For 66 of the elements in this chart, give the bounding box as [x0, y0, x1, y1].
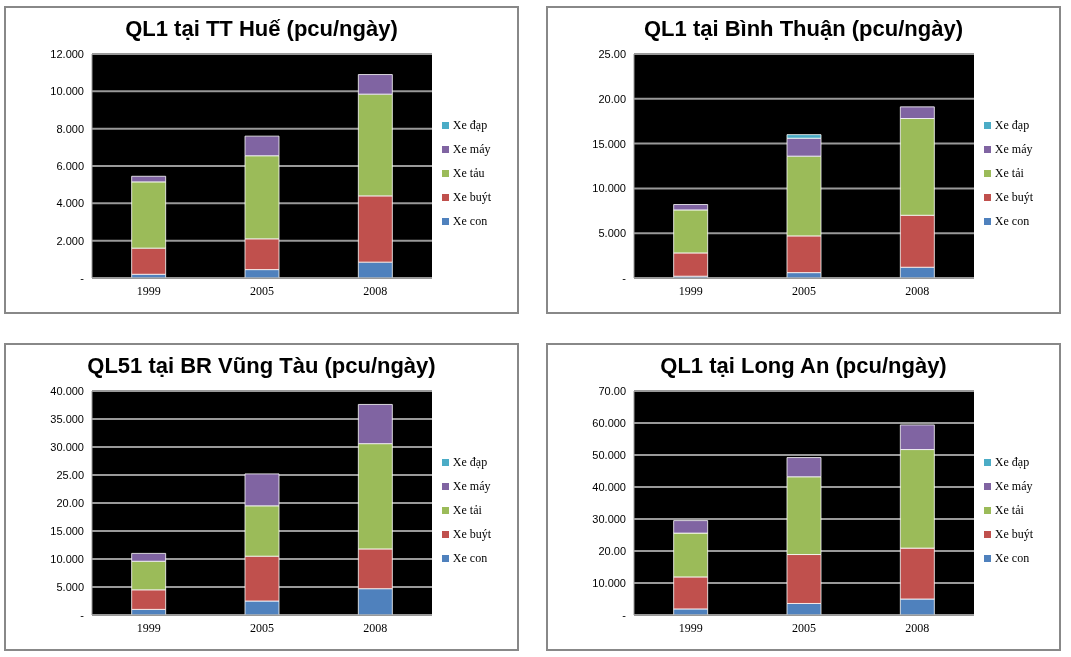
legend-label: Xe tảu [452, 165, 485, 181]
y-tick-label: 30.000 [50, 440, 84, 453]
x-tick-label: 1999 [678, 283, 703, 298]
x-tick-label: 2008 [363, 620, 388, 635]
y-tick-label: - [622, 271, 627, 284]
x-tick-label: 2005 [791, 620, 816, 635]
legend-label: Xe buýt [452, 526, 492, 542]
y-tick-label: 40.000 [50, 384, 84, 397]
y-tick-label: 50.000 [592, 448, 626, 461]
y-tick-label: 60.000 [592, 416, 626, 429]
y-tick-label: 20.00 [56, 496, 84, 509]
x-tick-label: 2008 [363, 283, 388, 298]
x-tick-label: 1999 [678, 620, 703, 635]
legend-label: Xe buýt [994, 189, 1034, 205]
x-tick-label: 1999 [136, 620, 161, 635]
legend-label: Xe máy [452, 141, 491, 157]
x-tick-label: 1999 [136, 283, 161, 298]
y-tick-label: 10.000 [592, 576, 626, 589]
y-tick-label: 15.000 [592, 137, 626, 150]
y-tick-label: 20.00 [598, 92, 626, 105]
x-tick-label: 2005 [791, 283, 816, 298]
legend-label: Xe đạp [994, 454, 1030, 470]
x-tick-label: 2005 [249, 283, 274, 298]
y-tick-label: - [622, 608, 627, 621]
legend-label: Xe tải [994, 502, 1024, 518]
legend-label: Xe buýt [994, 526, 1034, 542]
legend-label: Xe máy [994, 141, 1033, 157]
y-tick-label: 10.000 [50, 85, 84, 98]
x-tick-label: 2008 [905, 620, 930, 635]
legend-label: Xe con [452, 213, 488, 229]
y-tick-label: 10.000 [50, 552, 84, 565]
legend-label: Xe con [994, 550, 1030, 566]
legend-label: Xe đạp [452, 454, 488, 470]
x-tick-label: 2008 [905, 283, 930, 298]
y-tick-label: 25.00 [598, 47, 626, 60]
legend-label: Xe buýt [452, 189, 492, 205]
legend-label: Xe đạp [452, 117, 488, 133]
x-tick-label: 2005 [249, 620, 274, 635]
y-tick-label: 15.000 [50, 524, 84, 537]
y-tick-label: 5.000 [56, 580, 84, 593]
y-tick-label: 8.000 [56, 122, 84, 135]
y-tick-label: 10.000 [592, 182, 626, 195]
y-tick-label: 5.000 [598, 227, 626, 240]
y-tick-label: 12.000 [50, 47, 84, 60]
y-tick-label: 30.000 [592, 512, 626, 525]
legend-label: Xe tải [452, 502, 482, 518]
y-tick-label: 40.000 [592, 480, 626, 493]
y-tick-label: 2.000 [56, 234, 84, 247]
legend-label: Xe máy [994, 478, 1033, 494]
chart-title: QL1 tại Bình Thuận (pcu/ngày) [644, 16, 963, 42]
chart-title: QL51 tại BR Vũng Tàu (pcu/ngày) [87, 353, 436, 379]
y-tick-label: 4.000 [56, 197, 84, 210]
legend-label: Xe máy [452, 478, 491, 494]
y-tick-label: 70.00 [598, 384, 626, 397]
chart-title: QL1 tại TT Huế (pcu/ngày) [125, 16, 398, 42]
legend-label: Xe đạp [994, 117, 1030, 133]
legend-label: Xe tải [994, 165, 1024, 181]
legend-label: Xe con [994, 213, 1030, 229]
y-tick-label: - [80, 608, 85, 621]
legend-label: Xe con [452, 550, 488, 566]
y-tick-label: 25.00 [56, 468, 84, 481]
y-tick-label: 20.00 [598, 544, 626, 557]
y-tick-label: - [80, 271, 85, 284]
chart-title: QL1 tại Long An (pcu/ngày) [660, 353, 947, 379]
y-tick-label: 6.000 [56, 159, 84, 172]
y-tick-label: 35.000 [50, 412, 84, 425]
